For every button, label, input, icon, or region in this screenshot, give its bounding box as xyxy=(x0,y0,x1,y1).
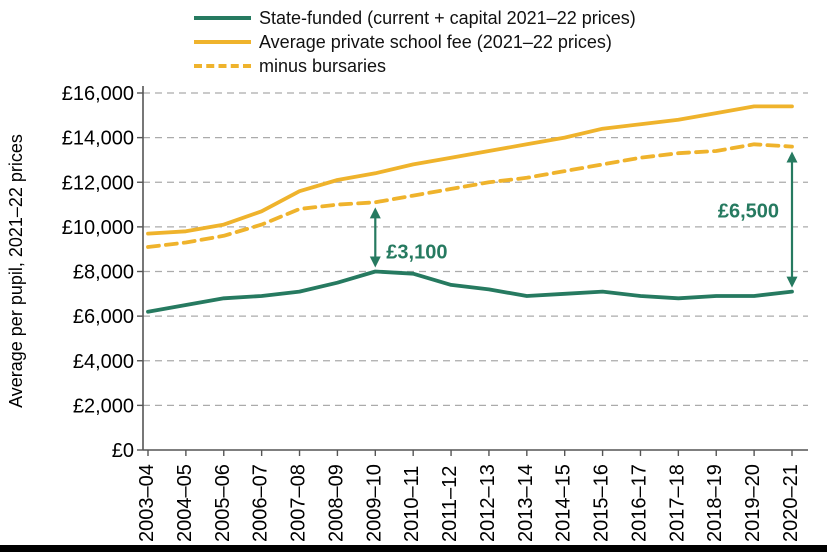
x-tick-label: 2011–12 xyxy=(439,466,461,542)
y-tick-label: £2,000 xyxy=(73,395,134,417)
x-tick-label: 2019–20 xyxy=(742,464,764,542)
x-tick-label: 2006–07 xyxy=(250,464,272,542)
annotation-label: £6,500 xyxy=(718,201,779,223)
arrowhead-down xyxy=(786,276,798,288)
x-tick-label: 2018–19 xyxy=(704,464,726,542)
series-line-0 xyxy=(146,269,794,314)
x-tick-label: 2007–08 xyxy=(288,464,310,542)
x-tick-label: 2010–11 xyxy=(401,466,423,542)
x-tick-label: 2014–15 xyxy=(553,464,575,542)
y-tick-label: £4,000 xyxy=(73,351,134,373)
bottom-border-bar xyxy=(0,545,827,552)
legend-item-minus-bursaries: minus bursaries xyxy=(194,54,636,78)
chart-legend: State-funded (current + capital 2021–22 … xyxy=(194,6,636,78)
legend-line-sample-private-fee xyxy=(194,40,251,44)
series-line-1 xyxy=(146,104,794,236)
y-tick-label: £16,000 xyxy=(62,83,134,105)
x-tick-label: 2016–17 xyxy=(628,464,650,542)
x-tick-label: 2017–18 xyxy=(666,464,688,542)
legend-label-state-funded: State-funded (current + capital 2021–22 … xyxy=(259,7,636,28)
x-tick-label: 2012–13 xyxy=(477,464,499,542)
arrowhead-down xyxy=(369,256,381,268)
y-tick-label: £6,000 xyxy=(73,306,134,328)
x-tick-label: 2009–10 xyxy=(363,464,385,542)
annotation-label: £3,100 xyxy=(386,242,447,264)
series-line-2 xyxy=(146,142,794,249)
x-tick-label: 2013–14 xyxy=(515,464,537,542)
arrowhead-up xyxy=(369,207,381,219)
legend-line-sample-minus-bursaries xyxy=(194,64,251,68)
x-tick-label: 2008–09 xyxy=(325,464,347,542)
arrowhead-up xyxy=(786,151,798,163)
y-tick-label: £0 xyxy=(112,440,134,462)
x-tick-label: 2015–16 xyxy=(591,464,613,542)
y-tick-label: £8,000 xyxy=(73,262,134,284)
x-tick-label: 2003–04 xyxy=(136,464,158,542)
x-tick-label: 2005–06 xyxy=(212,464,234,542)
y-tick-label: £14,000 xyxy=(62,128,134,150)
legend-item-private-fee: Average private school fee (2021–22 pric… xyxy=(194,30,636,54)
x-tick-label: 2004–05 xyxy=(174,464,196,542)
legend-label-minus-bursaries: minus bursaries xyxy=(259,55,387,76)
legend-line-sample-state-funded xyxy=(194,16,251,20)
x-tick-label: 2020–21 xyxy=(780,464,802,542)
y-axis-title: Average per pupil, 2021–22 prices xyxy=(6,134,26,408)
legend-item-state-funded: State-funded (current + capital 2021–22 … xyxy=(194,6,636,30)
y-tick-label: £12,000 xyxy=(62,172,134,194)
legend-label-private-fee: Average private school fee (2021–22 pric… xyxy=(259,31,612,52)
y-tick-label: £10,000 xyxy=(62,217,134,239)
